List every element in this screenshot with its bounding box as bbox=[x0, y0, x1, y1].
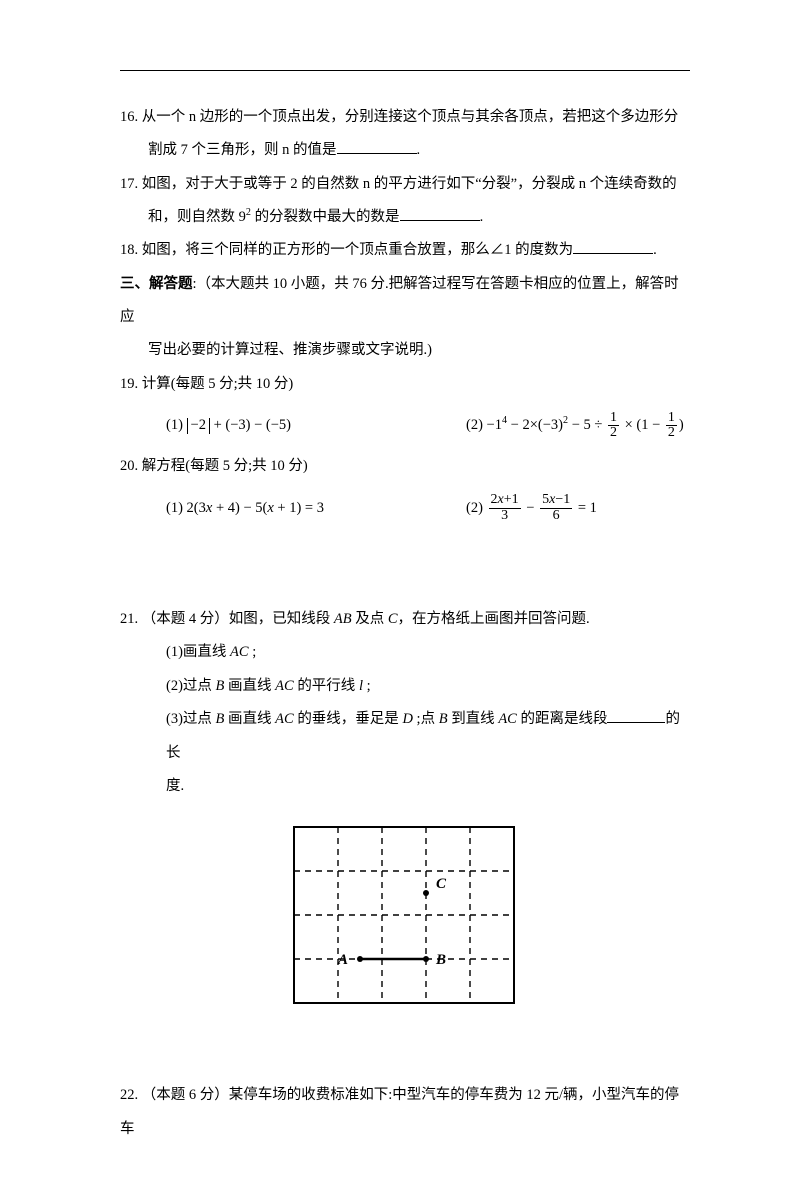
q21-s2: (2)过点 B 画直线 AC 的平行线 l ; bbox=[120, 670, 690, 703]
q21-number: 21. bbox=[120, 611, 138, 627]
q16-line1: 从一个 n 边形的一个顶点出发，分别连接这个顶点与其余各顶点，若把这个多边形分 bbox=[142, 109, 679, 125]
q21-s1: (1)画直线 AC ; bbox=[120, 636, 690, 669]
q20: 20. 解方程(每题 5 分;共 10 分) bbox=[120, 450, 690, 483]
q16: 16. 从一个 n 边形的一个顶点出发，分别连接这个顶点与其余各顶点，若把这个多… bbox=[120, 101, 690, 134]
q17-l2a: 和，则自然数 9 bbox=[148, 209, 246, 225]
q16-l2b: . bbox=[417, 142, 421, 158]
q19: 19. 计算(每题 5 分;共 10 分) bbox=[120, 368, 690, 401]
q20-p1-label: (1) bbox=[166, 500, 183, 516]
section3: 三、解答题:（本大题共 10 小题，共 76 分.把解答过程写在答题卡相应的位置… bbox=[120, 268, 690, 335]
spacer-1 bbox=[120, 533, 690, 603]
q16-l2a: 割成 7 个三角形，则 n 的值是 bbox=[148, 142, 337, 158]
section3-body2: 写出必要的计算过程、推演步骤或文字说明.) bbox=[120, 334, 690, 367]
q20-formulas: (1) 2(3x + 4) − 5(x + 1) = 3 (2) 2x+13 −… bbox=[120, 484, 690, 533]
q16-number: 16. bbox=[120, 109, 138, 125]
q18: 18. 如图，将三个同样的正方形的一个顶点重合放置，那么∠1 的度数为. bbox=[120, 234, 690, 267]
section3-head: 三、解答题 bbox=[120, 276, 193, 292]
q19-formulas: (1) −2 + (−3) − (−5) (2) −14 − 2×(−3)2 −… bbox=[120, 401, 690, 450]
q17-number: 17. bbox=[120, 176, 138, 192]
q18-l1a: 如图，将三个同样的正方形的一个顶点重合放置，那么∠1 的度数为 bbox=[142, 242, 573, 258]
svg-text:C: C bbox=[436, 876, 447, 892]
q21-blank bbox=[607, 709, 665, 724]
q17-blank bbox=[400, 207, 480, 222]
q21: 21. （本题 4 分）如图，已知线段 AB 及点 C，在方格纸上画图并回答问题… bbox=[120, 603, 690, 636]
top-rule bbox=[120, 70, 690, 71]
spacer-2 bbox=[120, 1009, 690, 1079]
q19-p2: (2) −14 − 2×(−3)2 − 5 ÷ 12 × (1 − 12) bbox=[466, 409, 690, 442]
svg-text:B: B bbox=[435, 952, 446, 968]
q17-l2b: 的分裂数中最大的数是 bbox=[251, 209, 400, 225]
q18-number: 18. bbox=[120, 242, 138, 258]
q20-p2: (2) 2x+13 − 5x−16 = 1 bbox=[466, 492, 690, 525]
q22: 22. （本题 6 分）某停车场的收费标准如下:中型汽车的停车费为 12 元/辆… bbox=[120, 1079, 690, 1146]
q19-number: 19. bbox=[120, 376, 138, 392]
grid-figure: A B C bbox=[288, 821, 522, 1009]
q21-title: （本题 4 分）如图，已知线段 AB 及点 C，在方格纸上画图并回答问题. bbox=[142, 611, 590, 627]
q21-s3: (3)过点 B 画直线 AC 的垂线，垂足是 D ;点 B 到直线 AC 的距离… bbox=[120, 703, 690, 770]
q19-p2-label: (2) bbox=[466, 417, 483, 433]
q21-s3c: 度. bbox=[120, 770, 690, 803]
q18-blank bbox=[573, 240, 653, 255]
q19-title: 计算(每题 5 分;共 10 分) bbox=[142, 376, 293, 392]
q20-p1: (1) 2(3x + 4) − 5(x + 1) = 3 bbox=[166, 492, 466, 525]
q19-p1: (1) −2 + (−3) − (−5) bbox=[166, 409, 466, 442]
q18-l1b: . bbox=[653, 242, 657, 258]
q20-number: 20. bbox=[120, 458, 138, 474]
svg-text:A: A bbox=[337, 952, 348, 968]
q19-p1-label: (1) bbox=[166, 417, 183, 433]
q17-line1: 如图，对于大于或等于 2 的自然数 n 的平方进行如下“分裂”，分裂成 n 个连… bbox=[142, 176, 677, 192]
q16-line2: 割成 7 个三角形，则 n 的值是. bbox=[120, 134, 690, 167]
q20-title: 解方程(每题 5 分;共 10 分) bbox=[142, 458, 308, 474]
section3-body1: :（本大题共 10 小题，共 76 分.把解答过程写在答题卡相应的位置上，解答时… bbox=[120, 276, 679, 325]
q17-line2: 和，则自然数 92 的分裂数中最大的数是. bbox=[120, 201, 690, 234]
q17: 17. 如图，对于大于或等于 2 的自然数 n 的平方进行如下“分裂”，分裂成 … bbox=[120, 168, 690, 201]
q22-title: （本题 6 分）某停车场的收费标准如下:中型汽车的停车费为 12 元/辆，小型汽… bbox=[120, 1087, 679, 1136]
q17-l2c: . bbox=[480, 209, 484, 225]
q22-number: 22. bbox=[120, 1087, 138, 1103]
grid-svg: A B C bbox=[288, 821, 520, 1009]
q16-blank bbox=[337, 140, 417, 155]
q20-p2-label: (2) bbox=[466, 500, 483, 516]
exam-page: 16. 从一个 n 边形的一个顶点出发，分别连接这个顶点与其余各顶点，若把这个多… bbox=[0, 0, 800, 1186]
